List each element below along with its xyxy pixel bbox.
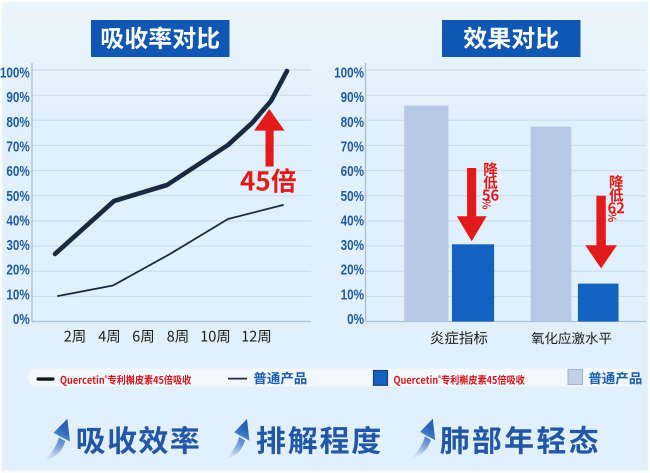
svg-text:10%: 10% xyxy=(341,286,364,303)
svg-text:30%: 30% xyxy=(341,237,364,254)
svg-text:20%: 20% xyxy=(341,261,364,278)
svg-text:100%: 100% xyxy=(334,64,364,81)
svg-text:0%: 0% xyxy=(347,311,364,328)
svg-text:70%: 70% xyxy=(341,138,364,155)
svg-text:90%: 90% xyxy=(6,89,29,106)
svg-text:80%: 80% xyxy=(341,114,364,131)
svg-text:70%: 70% xyxy=(6,138,29,155)
svg-text:60%: 60% xyxy=(341,163,364,180)
svg-text:30%: 30% xyxy=(6,237,29,254)
svg-text:90%: 90% xyxy=(341,89,364,106)
svg-text:40%: 40% xyxy=(6,212,29,229)
svg-text:50%: 50% xyxy=(341,187,364,204)
svg-text:10%: 10% xyxy=(6,286,29,303)
svg-text:60%: 60% xyxy=(6,163,29,180)
svg-text:0%: 0% xyxy=(13,311,30,328)
svg-text:40%: 40% xyxy=(341,212,364,229)
svg-text:100%: 100% xyxy=(0,64,30,81)
svg-text:80%: 80% xyxy=(6,114,29,131)
svg-text:50%: 50% xyxy=(6,187,29,204)
svg-text:20%: 20% xyxy=(6,261,29,278)
